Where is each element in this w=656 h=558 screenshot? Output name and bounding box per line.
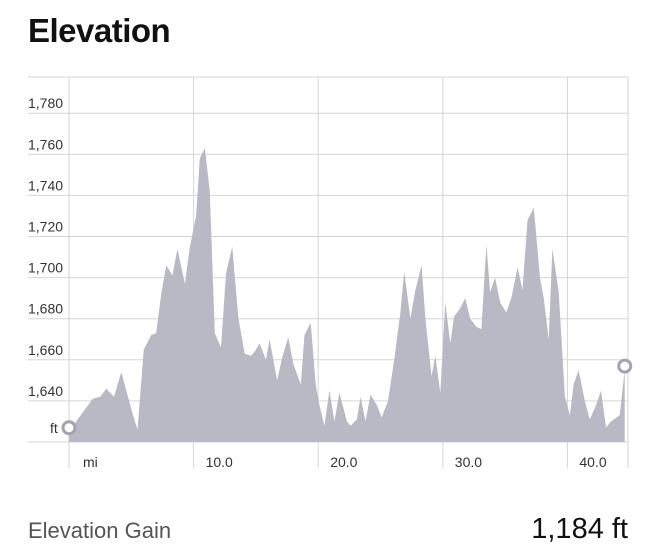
y-tick-label: 1,640 bbox=[28, 383, 63, 399]
y-tick-label: 1,740 bbox=[28, 177, 63, 193]
x-unit-label: mi bbox=[83, 454, 98, 470]
x-tick-label: 10.0 bbox=[206, 454, 233, 470]
start-marker bbox=[61, 420, 77, 436]
y-tick-label: 1,720 bbox=[28, 219, 63, 235]
y-tick-label: 1,660 bbox=[28, 342, 63, 358]
y-tick-label: 1,780 bbox=[28, 95, 63, 111]
end-marker bbox=[617, 358, 633, 374]
elevation-gain-label: Elevation Gain bbox=[28, 518, 172, 543]
y-tick-label: 1,760 bbox=[28, 136, 63, 152]
x-tick-label: 30.0 bbox=[455, 454, 482, 470]
elevation-area bbox=[69, 148, 625, 442]
page-title: Elevation bbox=[28, 12, 171, 49]
x-tick-label: 20.0 bbox=[330, 454, 357, 470]
y-tick-label: 1,680 bbox=[28, 301, 63, 317]
y-tick-label: 1,700 bbox=[28, 260, 63, 276]
elevation-chart: 1,640 1,660 1,680 1,700 1,720 1,740 1,760 1,780… bbox=[28, 76, 633, 470]
elevation-gain-value: 1,184 ft bbox=[531, 513, 628, 545]
y-unit-label: ft bbox=[50, 420, 58, 436]
x-tick-label: 40.0 bbox=[579, 454, 606, 470]
